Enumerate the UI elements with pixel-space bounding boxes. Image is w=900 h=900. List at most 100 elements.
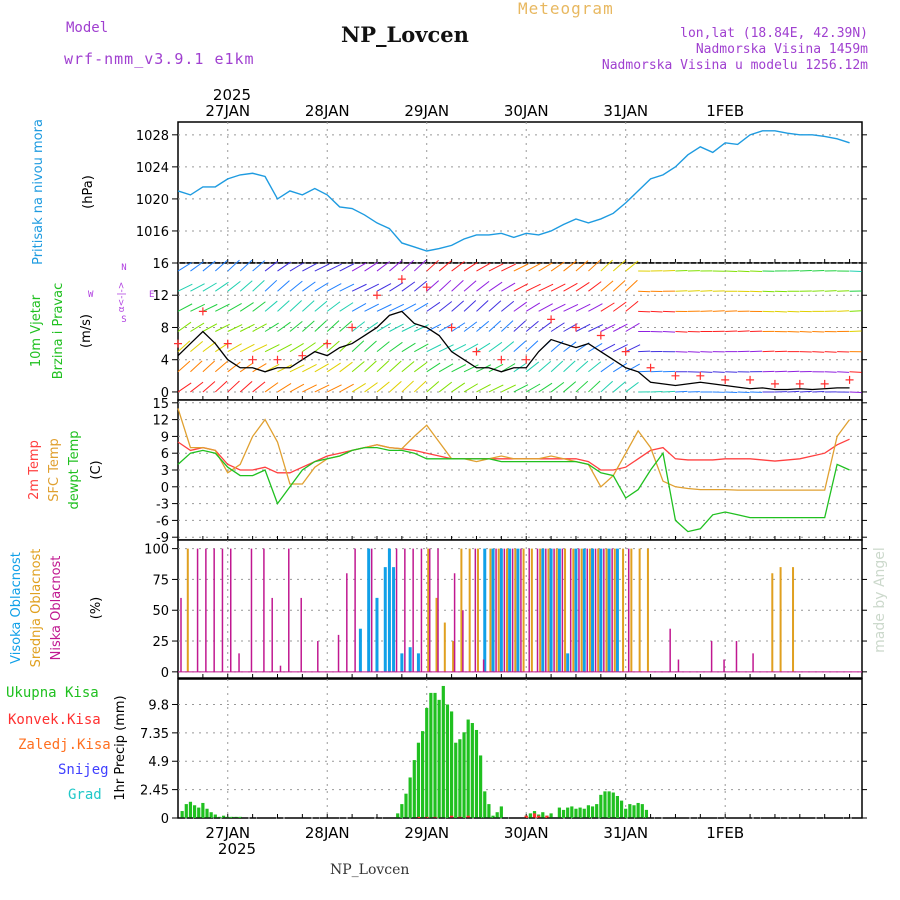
wind-arrow bbox=[302, 384, 317, 393]
wind-arrow bbox=[376, 303, 392, 312]
wind-arrow bbox=[190, 360, 203, 373]
top-date-label: 31JAN bbox=[603, 102, 648, 120]
wind-arrow bbox=[413, 361, 428, 373]
precip-bar bbox=[483, 791, 487, 818]
wind-arrow bbox=[264, 260, 278, 272]
gust-marker bbox=[820, 379, 829, 388]
wind-arrow bbox=[588, 380, 601, 393]
location-info: lon,lat (18.84E, 42.39N) bbox=[680, 26, 868, 41]
gust-marker bbox=[646, 363, 655, 372]
wind-arrow bbox=[277, 280, 290, 292]
wind-arrow bbox=[849, 310, 862, 312]
wind-arrow bbox=[538, 303, 553, 312]
wind-arrow bbox=[588, 324, 604, 332]
wind-arrow bbox=[451, 364, 467, 373]
wind-arrow bbox=[289, 321, 303, 332]
sfctemp-label: SFC Temp bbox=[47, 438, 62, 502]
precip-bar bbox=[479, 755, 483, 818]
wind-arrow bbox=[401, 303, 417, 312]
wind-arrow bbox=[177, 340, 191, 353]
wind-arrow bbox=[252, 363, 267, 373]
wind-arrow bbox=[389, 303, 405, 312]
wind-arrow bbox=[712, 371, 725, 373]
wind-arrow bbox=[538, 360, 552, 373]
temperature-panel-ytick-label: 6 bbox=[161, 447, 169, 462]
precip-bar bbox=[238, 816, 242, 818]
wind-arrow bbox=[227, 380, 240, 393]
wind-arrow bbox=[326, 320, 340, 332]
wind-arrow bbox=[202, 323, 218, 332]
wind-arrow bbox=[799, 331, 812, 333]
wind-arrow bbox=[215, 323, 230, 332]
wind-arrow bbox=[438, 323, 454, 332]
top-date-label: 30JAN bbox=[504, 102, 549, 120]
gust-marker bbox=[845, 375, 854, 384]
wind-arrow bbox=[625, 381, 639, 393]
wind-arrow bbox=[413, 259, 427, 272]
wind-arrow bbox=[413, 380, 427, 393]
clouds-panel-frame bbox=[177, 539, 863, 679]
wind-arrow bbox=[227, 280, 241, 292]
wind-arrow bbox=[588, 361, 602, 373]
precip-bar bbox=[441, 685, 445, 818]
precip-bar bbox=[450, 711, 454, 818]
gust-marker bbox=[671, 371, 680, 380]
wind-arrow bbox=[190, 261, 204, 272]
low-cloud-label: Niska Oblacnost bbox=[49, 556, 64, 661]
wind-arrow bbox=[525, 263, 541, 272]
gust-marker bbox=[522, 355, 531, 364]
meteogram-label: Meteogram bbox=[518, 0, 614, 18]
wind-arrow bbox=[725, 310, 738, 312]
wind-arrow bbox=[389, 380, 402, 393]
conv-precip-bar bbox=[537, 815, 541, 818]
wind-arrow bbox=[239, 302, 254, 312]
wind-arrow bbox=[252, 260, 266, 272]
wind-arrow bbox=[252, 323, 267, 332]
wind-arrow bbox=[289, 364, 305, 373]
wind-arrow bbox=[476, 300, 489, 312]
wind-arrow bbox=[613, 344, 628, 353]
clouds-panel-ytick-label: 50 bbox=[152, 604, 169, 619]
wind-arrow bbox=[613, 323, 628, 332]
clouds-panel-ytick-label: 0 bbox=[161, 666, 169, 681]
wind-arrow bbox=[401, 342, 416, 353]
wind-arrow bbox=[376, 341, 390, 353]
wind-arrow bbox=[376, 322, 391, 332]
precip-bar bbox=[201, 802, 205, 818]
wind-arrow bbox=[600, 323, 616, 332]
wind-arrow bbox=[588, 303, 603, 312]
wind-arrow bbox=[326, 362, 341, 373]
wind-arrow bbox=[675, 331, 688, 333]
wind-arrow bbox=[239, 343, 255, 353]
wind-arrow bbox=[239, 323, 255, 332]
wind-arrow bbox=[302, 281, 316, 292]
precip-bar bbox=[628, 804, 632, 818]
wind-arrow bbox=[264, 300, 278, 312]
temperature-unit-label: (C) bbox=[89, 460, 104, 479]
wind-arrow bbox=[550, 381, 565, 393]
precip-legend-item: Snijeg bbox=[58, 762, 109, 778]
wind-arrow bbox=[351, 321, 366, 332]
wind-arrow bbox=[190, 283, 205, 292]
wind-arrow bbox=[302, 320, 315, 332]
wind-arrow bbox=[625, 363, 640, 373]
wind-arrow bbox=[177, 321, 192, 332]
wind-arrow bbox=[612, 280, 626, 292]
wind-arrow bbox=[277, 343, 292, 353]
wind-arrow bbox=[376, 283, 392, 292]
wind-arrow bbox=[725, 330, 738, 332]
gust-marker bbox=[397, 275, 406, 284]
precip-unit-label: 1hr Precip (mm) bbox=[113, 695, 128, 800]
wind-arrow bbox=[501, 384, 516, 393]
wind-arrow bbox=[389, 260, 402, 272]
wind-arrow bbox=[824, 290, 837, 292]
wind-arrow bbox=[414, 324, 429, 332]
wind-arrow bbox=[426, 362, 441, 373]
wind-arrow bbox=[389, 360, 402, 373]
wind-arrow bbox=[264, 382, 279, 393]
precip-bar bbox=[226, 816, 230, 818]
wind-arrow bbox=[563, 303, 579, 312]
wind-arrow bbox=[550, 283, 566, 292]
wind-arrow bbox=[700, 371, 713, 373]
wind-arrow bbox=[501, 263, 516, 272]
